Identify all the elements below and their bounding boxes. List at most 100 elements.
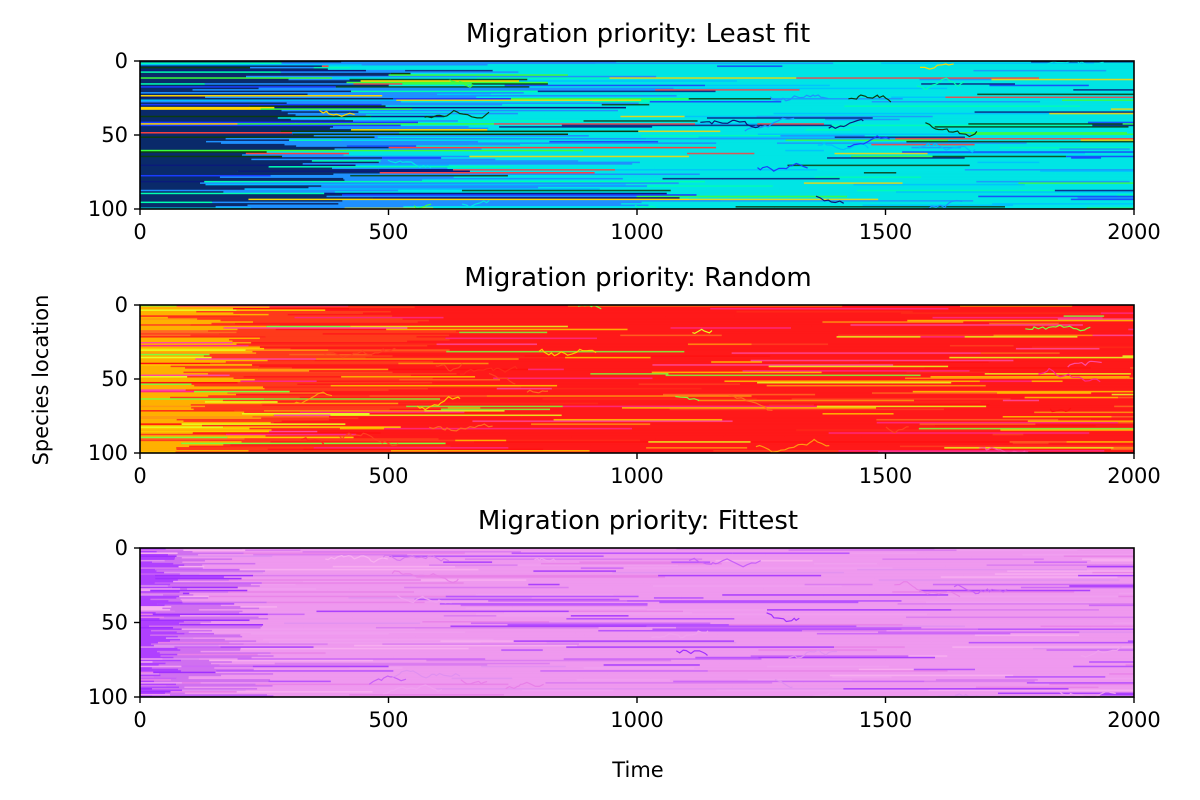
- heatmap-cell: [590, 373, 669, 375]
- heatmap-cell: [1090, 386, 1134, 389]
- heatmap-cell: [715, 559, 813, 562]
- heatmap-cell: [140, 204, 248, 207]
- heatmap-cell: [875, 416, 1003, 418]
- heatmap-cell: [321, 65, 329, 68]
- heatmap-cell: [987, 135, 1032, 137]
- heatmap-cell: [764, 346, 846, 349]
- heatmap-cell: [1020, 586, 1134, 589]
- heatmap-cell: [253, 574, 426, 577]
- heatmap-cell: [688, 414, 862, 417]
- heatmap-cell: [649, 100, 782, 103]
- heatmap-cell: [650, 677, 787, 680]
- heatmap-cell: [313, 646, 567, 649]
- heatmap-cell: [479, 370, 743, 372]
- heatmap-cell: [1037, 679, 1131, 682]
- heatmap-cell: [840, 685, 977, 687]
- heatmap-cell: [821, 574, 933, 577]
- heatmap-cell: [721, 421, 877, 424]
- heatmap-cell: [208, 595, 446, 598]
- heatmap-cell: [431, 592, 478, 595]
- heatmap-cell: [365, 114, 397, 117]
- heatmap-cell: [543, 448, 684, 451]
- heatmap-cell: [140, 121, 296, 124]
- heatmap-cell: [382, 643, 580, 646]
- heatmap-cell: [223, 444, 231, 446]
- migration-trace: [460, 679, 488, 685]
- heatmap-cell: [1047, 588, 1134, 591]
- heatmap-cell: [140, 676, 154, 679]
- heatmap-cell: [140, 370, 211, 372]
- heatmap-cell: [177, 579, 229, 582]
- heatmap-cell: [417, 321, 547, 324]
- heatmap-cell: [270, 652, 326, 655]
- migration-trace: [392, 669, 461, 679]
- heatmap-cell: [381, 346, 569, 349]
- heatmap-cell: [324, 392, 413, 395]
- heatmap-cell: [859, 361, 989, 364]
- heatmap-cell: [884, 597, 1009, 600]
- heatmap-cell: [179, 623, 264, 626]
- heatmap-cell: [140, 649, 181, 652]
- heatmap-cell: [368, 649, 445, 652]
- heatmap-cell: [619, 598, 682, 601]
- heatmap-cell: [140, 407, 192, 409]
- heatmap-cell: [260, 626, 304, 629]
- heatmap-cell: [1080, 139, 1134, 142]
- heatmap-cell: [507, 623, 729, 626]
- heatmap-cell: [889, 618, 955, 620]
- heatmap-cell: [851, 129, 984, 131]
- heatmap-cell: [932, 316, 1103, 319]
- heatmap-cell: [671, 149, 786, 152]
- heatmap-cell: [690, 143, 872, 146]
- heatmap-cell: [857, 189, 1055, 192]
- heatmap-cell: [243, 376, 342, 378]
- heatmap-cell: [437, 93, 491, 96]
- heatmap-cell: [335, 688, 436, 690]
- heatmap-cell: [864, 135, 910, 137]
- heatmap-cell: [380, 160, 579, 163]
- heatmap-cell: [352, 616, 542, 619]
- heatmap-cell: [498, 393, 663, 396]
- heatmap-cell: [140, 592, 183, 595]
- heatmap-cell: [716, 142, 777, 145]
- x-tick-label: 0: [133, 220, 146, 244]
- heatmap-cell: [831, 124, 1093, 127]
- heatmap-cell: [303, 626, 376, 629]
- heatmap-cell: [223, 426, 401, 429]
- heatmap-cell: [997, 333, 1134, 335]
- heatmap-cell: [732, 552, 850, 555]
- heatmap-cell: [140, 331, 237, 334]
- heatmap-cell: [584, 634, 718, 637]
- heatmap-cell: [568, 133, 758, 136]
- heatmap-cell: [1112, 435, 1134, 438]
- heatmap-cell: [1076, 637, 1134, 640]
- heatmap-cell: [140, 142, 222, 145]
- heatmap-cell: [596, 631, 628, 634]
- heatmap-cell: [643, 582, 774, 585]
- heatmap-cell: [422, 179, 511, 182]
- heatmap-cell: [646, 445, 900, 448]
- heatmap-cell: [705, 180, 843, 183]
- heatmap-cell: [651, 649, 759, 652]
- heatmap-cell: [877, 353, 1061, 356]
- heatmap-cell: [317, 430, 439, 433]
- heatmap-cell: [252, 350, 447, 353]
- heatmap-cell: [140, 350, 253, 353]
- heatmap-cell: [877, 562, 984, 565]
- heatmap-cell: [473, 441, 649, 444]
- heatmap-cell: [400, 124, 562, 127]
- heatmap-cell: [140, 129, 352, 131]
- heatmap-cell: [527, 78, 656, 81]
- heatmap-cell: [188, 631, 466, 634]
- heatmap-cell: [349, 588, 613, 591]
- heatmap-cell: [956, 549, 1078, 552]
- heatmap-cell: [140, 650, 158, 653]
- heatmap-cell: [1110, 650, 1134, 653]
- heatmap-cell: [858, 169, 965, 171]
- heatmap-cell: [211, 621, 423, 623]
- heatmap-cell: [476, 77, 610, 80]
- heatmap-cell: [140, 643, 152, 646]
- heatmap-cell: [241, 441, 271, 444]
- y-tick-label: 50: [101, 367, 128, 391]
- heatmap-cell: [932, 155, 1066, 158]
